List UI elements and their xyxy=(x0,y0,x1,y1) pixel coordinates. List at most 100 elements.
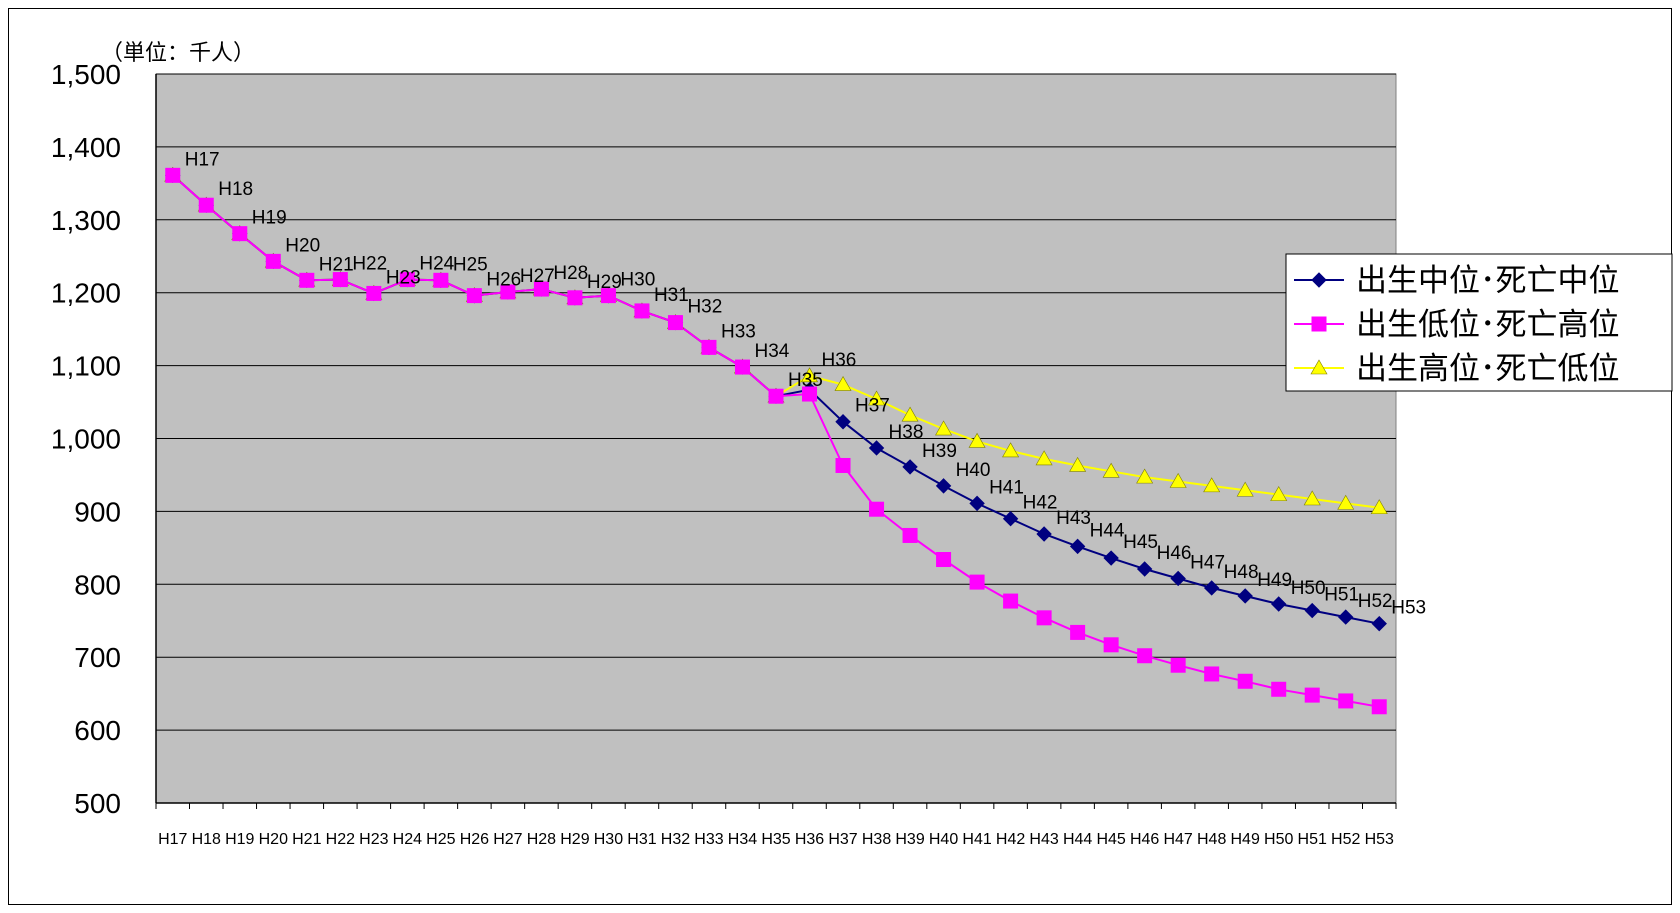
data-point xyxy=(1370,499,1388,515)
point-label: H22 xyxy=(352,254,387,275)
data-point xyxy=(902,459,918,475)
data-point xyxy=(968,432,986,448)
x-tick-label: H27 xyxy=(493,831,522,848)
x-tick-label: H19 xyxy=(225,831,254,848)
x-tick-label: H23 xyxy=(359,831,388,848)
x-tick-label: H48 xyxy=(1197,831,1226,848)
legend-label: 出生中位･死亡中位 xyxy=(1356,263,1620,299)
point-label: H46 xyxy=(1157,543,1192,564)
x-tick-label: H41 xyxy=(962,831,991,848)
data-point xyxy=(165,167,181,183)
x-tick-label: H32 xyxy=(661,831,690,848)
data-point xyxy=(667,315,683,331)
data-point xyxy=(868,440,885,456)
unit-label: （単位：千人） xyxy=(101,40,256,65)
data-point xyxy=(701,339,717,355)
point-label: H28 xyxy=(553,263,588,284)
x-tick-label: H52 xyxy=(1331,831,1360,848)
data-point xyxy=(1303,490,1321,506)
point-label: H43 xyxy=(1056,508,1091,529)
x-tick-label: H46 xyxy=(1130,831,1159,848)
data-point xyxy=(1304,602,1320,619)
data-point xyxy=(1103,637,1119,653)
data-point xyxy=(332,272,348,288)
data-point xyxy=(1237,588,1253,604)
data-point xyxy=(834,375,852,391)
legend-marker xyxy=(1311,272,1327,288)
data-point xyxy=(1070,624,1086,640)
x-axis: H17 H18 H19 H20 H21 H22 H23 H24 H25 H26 H27 H28 H29 H… xyxy=(155,803,1397,848)
point-label: H51 xyxy=(1324,585,1359,606)
data-point xyxy=(835,414,851,430)
y-tick-label: 500 xyxy=(74,788,121,819)
data-point xyxy=(1002,510,1019,527)
point-label: H17 xyxy=(185,149,220,170)
x-tick-label: H22 xyxy=(326,831,355,848)
data-point xyxy=(1371,615,1387,632)
point-label: H49 xyxy=(1257,570,1292,591)
data-point xyxy=(1102,462,1120,478)
data-point xyxy=(835,457,851,473)
data-point xyxy=(1170,570,1186,587)
data-point xyxy=(533,281,549,297)
x-tick-label: H53 xyxy=(1365,831,1394,848)
y-axis: 500 600 700 800 900 1,000 1,100 1,200 1,300 1,400… xyxy=(51,59,121,819)
x-tick-label: H38 xyxy=(862,831,891,848)
x-tick-label: H51 xyxy=(1298,831,1327,848)
point-label: H41 xyxy=(989,477,1024,498)
point-label: H18 xyxy=(218,179,253,200)
point-label: H20 xyxy=(285,235,320,256)
data-point xyxy=(399,272,415,288)
data-point xyxy=(366,285,382,301)
x-tick-label: H17 xyxy=(158,831,187,848)
data-point xyxy=(1069,456,1087,472)
x-tick-label: H50 xyxy=(1264,831,1293,848)
x-tick-label: H26 xyxy=(460,831,489,848)
data-point xyxy=(1371,699,1387,715)
data-point xyxy=(1304,687,1320,703)
x-tick-label: H44 xyxy=(1063,831,1092,848)
point-label: H39 xyxy=(922,441,957,462)
point-label: H27 xyxy=(520,266,555,287)
data-point xyxy=(1338,609,1354,625)
data-point xyxy=(1136,468,1154,484)
point-label: H40 xyxy=(956,460,991,481)
data-point xyxy=(466,288,482,304)
series-markers xyxy=(164,166,1388,715)
data-point xyxy=(433,272,449,288)
data-point xyxy=(901,406,919,422)
data-point xyxy=(1204,666,1220,682)
point-label: H29 xyxy=(587,272,622,293)
data-point xyxy=(1003,593,1019,609)
x-tick-label: H45 xyxy=(1096,831,1125,848)
y-tick-label: 1,300 xyxy=(51,205,121,236)
x-tick-label: H42 xyxy=(996,831,1025,848)
y-tick-label: 1,400 xyxy=(51,132,121,163)
point-label: H47 xyxy=(1190,552,1225,573)
y-tick-label: 800 xyxy=(74,569,121,600)
data-point xyxy=(232,226,248,242)
data-point xyxy=(1002,442,1020,458)
x-tick-label: H24 xyxy=(393,831,422,848)
point-labels: H17H18H19H20H21H22H23H24H25H26H27H28H29H… xyxy=(185,149,1426,618)
data-point xyxy=(634,303,650,319)
point-label: H45 xyxy=(1123,532,1158,553)
y-tick-label: 900 xyxy=(74,496,121,527)
data-point xyxy=(299,272,315,288)
x-tick-label: H29 xyxy=(560,831,589,848)
data-point xyxy=(1103,550,1119,566)
data-point xyxy=(1338,693,1354,709)
data-point xyxy=(935,420,953,436)
data-point xyxy=(969,495,985,512)
data-point xyxy=(1271,681,1287,697)
data-point xyxy=(1203,477,1221,493)
y-tick-label: 1,500 xyxy=(51,59,121,90)
data-point xyxy=(1270,486,1288,501)
data-point xyxy=(1337,494,1355,510)
data-point xyxy=(869,501,885,517)
point-label: H23 xyxy=(386,267,421,288)
x-tick-label: H34 xyxy=(728,831,757,848)
data-point xyxy=(600,288,616,304)
data-point xyxy=(1270,596,1287,612)
